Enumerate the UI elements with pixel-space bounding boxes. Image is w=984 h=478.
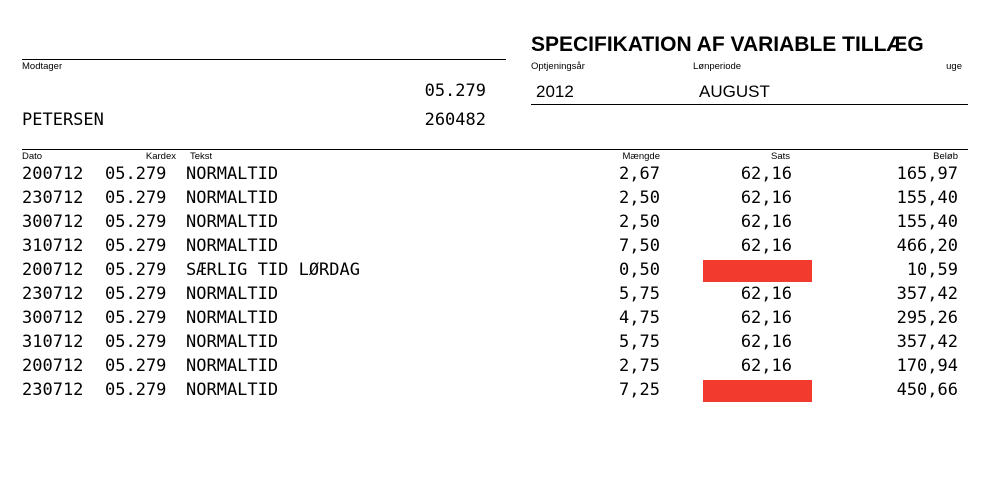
cell-belob: 10,59 (906, 260, 958, 280)
cell-kardex: 05.279 (105, 188, 167, 208)
week-label: uge (946, 61, 962, 72)
period-bottom-rule (531, 104, 968, 105)
table-row: 300712 05.279 NORMALTID 4,75 62,16 295,26 (0, 308, 984, 332)
pay-period-value: AUGUST (699, 82, 770, 101)
recipient-code: 05.279 (424, 81, 486, 101)
cell-kardex: 05.279 (105, 284, 167, 304)
earning-year-label: Optjeningsår (531, 61, 585, 72)
cell-dato: 230712 (22, 380, 84, 400)
cell-dato: 230712 (22, 188, 84, 208)
cell-maengde: 5,75 (619, 284, 660, 304)
cell-sats: 62,16 (740, 236, 792, 256)
cell-kardex: 05.279 (105, 164, 167, 184)
column-header-maengde: Mængde (622, 151, 661, 162)
cell-belob: 357,42 (896, 332, 958, 352)
cell-maengde: 2,50 (619, 212, 660, 232)
cell-maengde: 7,50 (619, 236, 660, 256)
cell-maengde: 2,50 (619, 188, 660, 208)
recipient-label: Modtager (22, 61, 63, 72)
cell-tekst: NORMALTID (186, 380, 279, 400)
cell-dato: 310712 (22, 236, 84, 256)
cell-tekst: NORMALTID (186, 284, 279, 304)
cell-sats: 62,16 (740, 308, 792, 328)
cell-tekst: SÆRLIG TID LØRDAG (186, 260, 360, 280)
table-row: 230712 05.279 NORMALTID 2,50 62,16 155,40 (0, 188, 984, 212)
cell-tekst: NORMALTID (186, 188, 279, 208)
cell-tekst: NORMALTID (186, 332, 279, 352)
table-row: 230712 05.279 NORMALTID 5,75 62,16 357,42 (0, 284, 984, 308)
cell-maengde: 2,67 (619, 164, 660, 184)
recipient-top-rule (22, 59, 506, 60)
cell-dato: 310712 (22, 332, 84, 352)
cell-dato: 200712 (22, 260, 84, 280)
column-header-tekst: Tekst (190, 151, 213, 162)
cell-maengde: 2,75 (619, 356, 660, 376)
cell-belob: 165,97 (896, 164, 958, 184)
cell-sats: 62,16 (740, 284, 792, 304)
cell-kardex: 05.279 (105, 332, 167, 352)
table-row: 200712 05.279 NORMALTID 2,75 62,16 170,94 (0, 356, 984, 380)
cell-belob: 295,26 (896, 308, 958, 328)
cell-belob: 357,42 (896, 284, 958, 304)
redaction-block (703, 260, 812, 282)
column-header-dato: Dato (22, 151, 43, 162)
cell-tekst: NORMALTID (186, 164, 279, 184)
table-row: 230712 05.279 NORMALTID 7,25 450,66 (0, 380, 984, 404)
table-row: 200712 05.279 SÆRLIG TID LØRDAG 0,50 10,59 (0, 260, 984, 284)
cell-dato: 300712 (22, 212, 84, 232)
cell-belob: 155,40 (896, 188, 958, 208)
cell-dato: 200712 (22, 356, 84, 376)
cell-kardex: 05.279 (105, 212, 167, 232)
table-row: 310712 05.279 NORMALTID 7,50 62,16 466,20 (0, 236, 984, 260)
column-header-sats: Sats (770, 151, 790, 162)
cell-maengde: 5,75 (619, 332, 660, 352)
cell-dato: 200712 (22, 164, 84, 184)
redaction-block (703, 380, 812, 402)
table-row: 300712 05.279 NORMALTID 2,50 62,16 155,40 (0, 212, 984, 236)
earning-year-value: 2012 (536, 82, 574, 101)
table-row: 200712 05.279 NORMALTID 2,67 62,16 165,97 (0, 164, 984, 188)
cell-kardex: 05.279 (105, 380, 167, 400)
column-header-kardex: Kardex (145, 151, 176, 162)
cell-dato: 300712 (22, 308, 84, 328)
cell-belob: 170,94 (896, 356, 958, 376)
cell-kardex: 05.279 (105, 236, 167, 256)
cell-sats: 62,16 (740, 188, 792, 208)
cell-tekst: NORMALTID (186, 212, 279, 232)
cell-maengde: 7,25 (619, 380, 660, 400)
cell-kardex: 05.279 (105, 260, 167, 280)
cell-maengde: 4,75 (619, 308, 660, 328)
cell-belob: 450,66 (896, 380, 958, 400)
cell-maengde: 0,50 (619, 260, 660, 280)
cell-sats: 62,16 (740, 164, 792, 184)
cell-sats: 62,16 (740, 356, 792, 376)
cell-belob: 466,20 (896, 236, 958, 256)
table-row: 310712 05.279 NORMALTID 5,75 62,16 357,42 (0, 332, 984, 356)
cell-tekst: NORMALTID (186, 356, 279, 376)
cell-sats: 62,16 (740, 212, 792, 232)
recipient-name: PETERSEN (22, 110, 104, 130)
cell-belob: 155,40 (896, 212, 958, 232)
cell-kardex: 05.279 (105, 308, 167, 328)
table-top-rule (22, 149, 968, 150)
cell-kardex: 05.279 (105, 356, 167, 376)
cell-sats: 62,16 (740, 332, 792, 352)
cell-dato: 230712 (22, 284, 84, 304)
pay-period-label: Lønperiode (693, 61, 742, 72)
column-header-belob: Beløb (933, 151, 958, 162)
page-title: SPECIFIKATION AF VARIABLE TILLÆG (531, 33, 924, 56)
cell-tekst: NORMALTID (186, 236, 279, 256)
cell-tekst: NORMALTID (186, 308, 279, 328)
recipient-id: 260482 (424, 110, 486, 130)
